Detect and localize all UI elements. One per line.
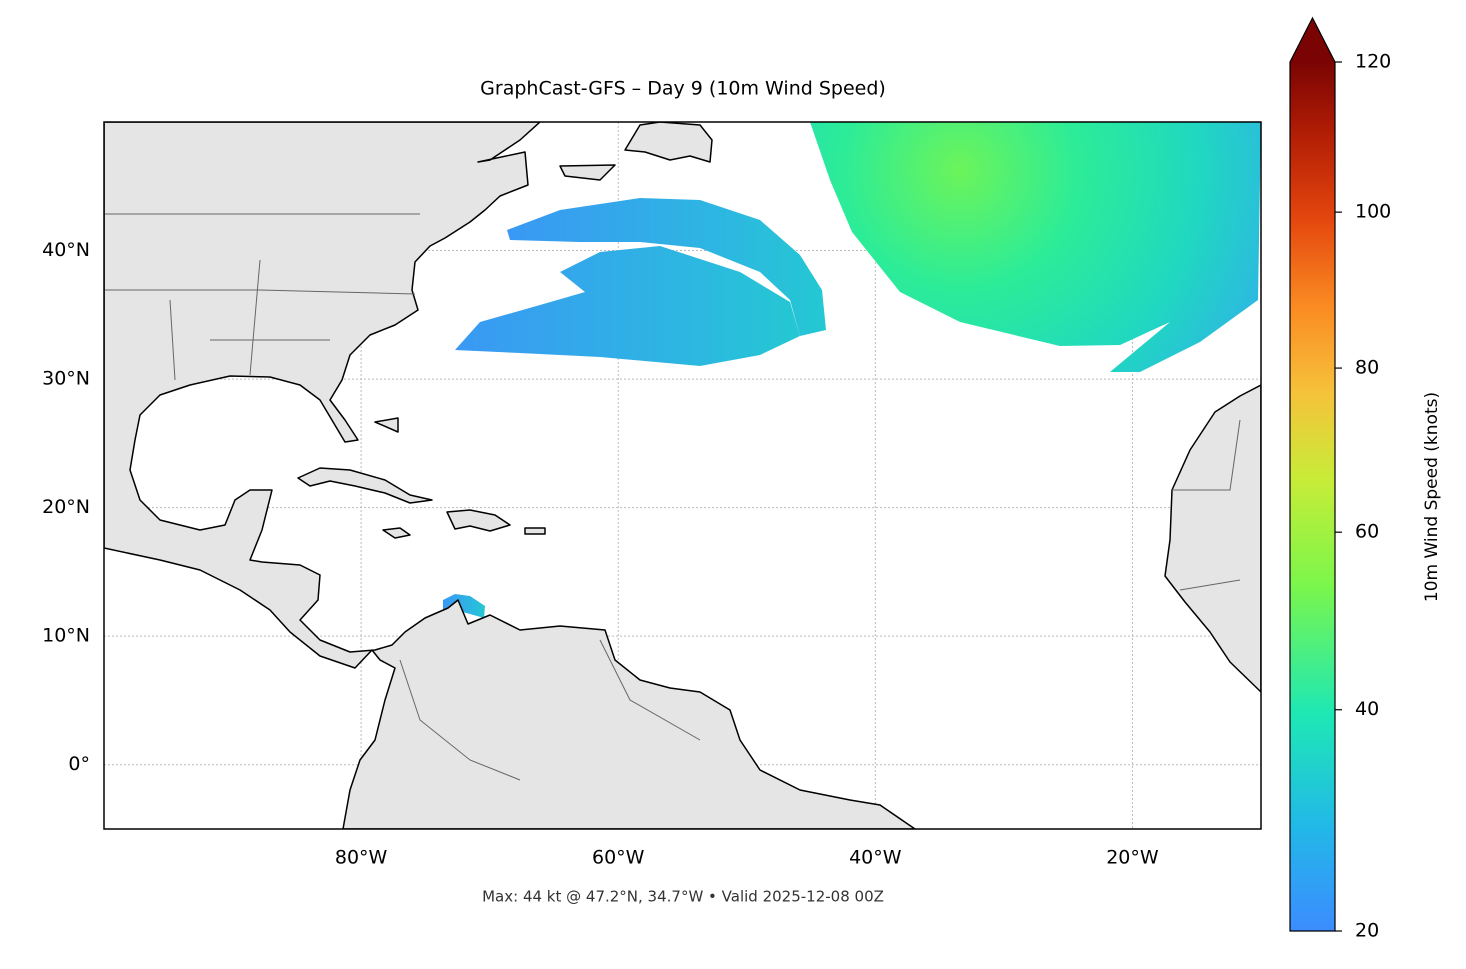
colorbar: 10m Wind Speed (knots) 20 40 60 80 100 120 [1289,16,1442,942]
bahamas [374,417,399,433]
axes: 80°W 60°W 40°W 20°W 0° 10°N 20°N 30°N 40°N [42,239,1159,868]
jamaica [382,527,411,539]
colorbar-bar [1290,62,1335,931]
hispaniola [446,509,511,532]
y-tick-label: 10°N [42,625,90,647]
border [104,213,1241,781]
y-tick-label: 20°N [42,496,90,518]
puerto-rico [524,527,546,535]
africa [1164,384,1261,693]
colorbar-tick-label: 60 [1355,521,1379,543]
wind-area [810,122,1261,372]
y-tick-label: 0° [68,753,90,775]
colorbar-tick-label: 40 [1355,698,1379,720]
island [559,164,616,181]
cuba [297,467,433,504]
colorbar-frame [1289,16,1336,932]
chart-title: GraphCast-GFS – Day 9 (10m Wind Speed) [480,78,886,100]
colorbar-tick-label: 80 [1355,357,1379,379]
y-tick-label: 30°N [42,368,90,390]
x-tick-label: 20°W [1106,847,1159,869]
colorbar-tick-label: 20 [1355,920,1379,942]
subtitle: Max: 44 kt @ 47.2°N, 34.7°W • Valid 2025… [482,888,884,906]
y-tick-label: 40°N [42,239,90,261]
americas [104,122,916,829]
wind-area [507,198,826,336]
wind-area [455,246,800,366]
x-tick-label: 40°W [849,847,902,869]
wind-area [443,594,485,618]
map-frame [103,121,1262,830]
colorbar-extend [1290,18,1335,62]
x-tick-label: 80°W [335,847,388,869]
colorbar-tick-label: 100 [1355,201,1391,223]
colorbar-tick-label: 120 [1355,51,1391,73]
x-tick-label: 60°W [592,847,645,869]
colorbar-label: 10m Wind Speed (knots) [1422,392,1442,602]
map-area [104,122,1261,829]
newfoundland [624,122,713,163]
